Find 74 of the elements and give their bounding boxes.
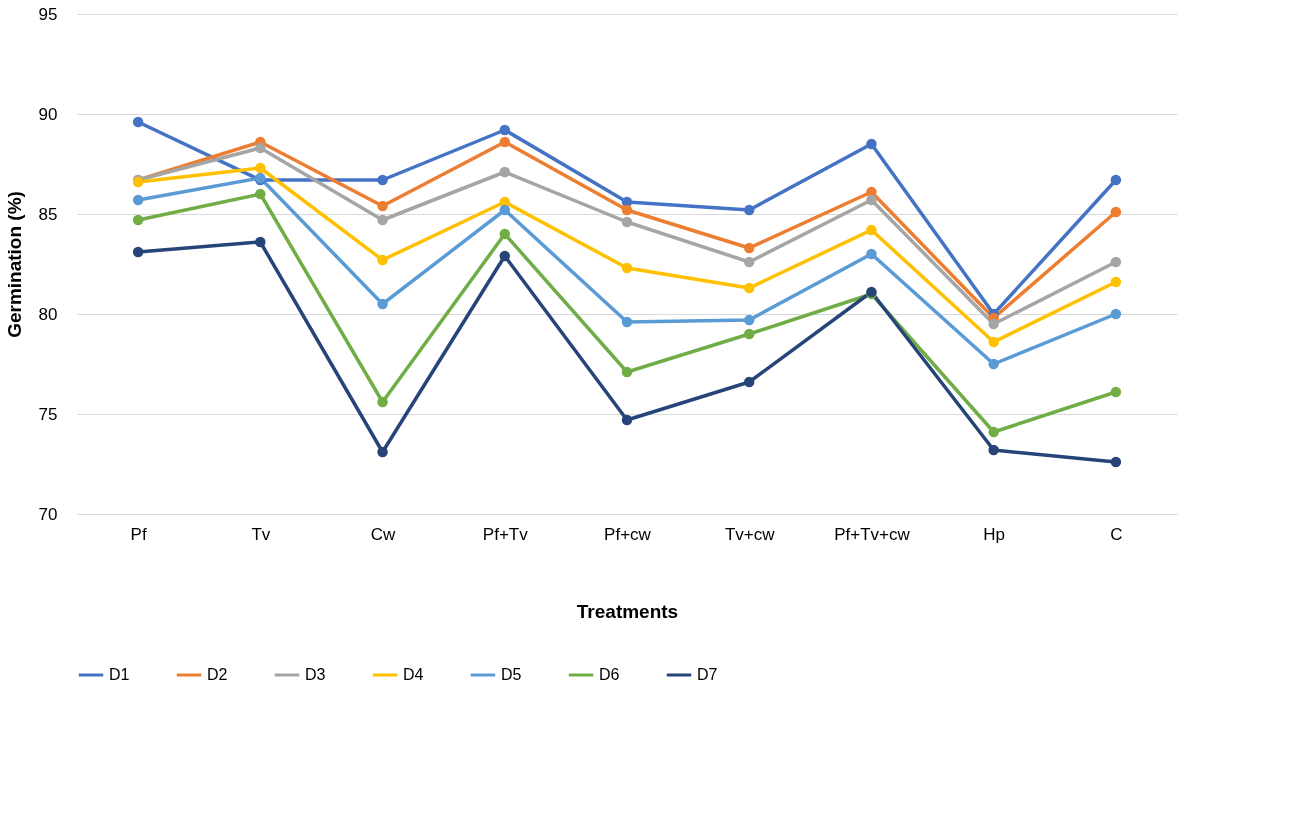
point [866,224,877,236]
point [621,316,633,328]
point [1110,456,1122,468]
point [499,250,511,262]
point [743,256,755,268]
legend-label: D2 [207,666,228,683]
point [743,204,755,216]
point [743,314,755,326]
point [377,174,388,186]
legend-label: D4 [403,666,424,683]
point [1110,276,1122,288]
point [255,188,266,200]
point [377,298,388,310]
point [621,262,633,274]
point [499,166,511,178]
point [866,138,877,150]
point [621,414,633,426]
y-tick-label: 90 [38,104,58,124]
point [499,124,511,136]
point [621,204,633,216]
y-tick-label: 85 [38,204,58,224]
x-tick-label: C [1110,524,1123,544]
x-tick-label: Tv+cw [724,524,776,544]
point [377,214,388,226]
y-tick-label: 75 [38,404,58,424]
point [743,242,755,254]
point [988,336,999,348]
legend-label: D1 [109,666,130,683]
point [988,318,999,330]
point [377,254,388,266]
point [1110,256,1122,268]
legend-label: D6 [599,666,620,683]
y-tick-label: 95 [38,4,58,24]
y-tick-label: 80 [38,304,58,324]
x-tick-label: Pf [130,524,147,544]
point [132,116,144,128]
point [743,328,755,340]
y-tick-label: 70 [38,504,58,524]
point [132,194,144,206]
point [377,396,388,408]
point [988,358,999,370]
point [255,142,266,154]
point [743,282,755,294]
x-tick-label: Pf+cw [604,524,652,544]
point [499,204,511,216]
y-axis-title: Germination (%) [3,191,25,338]
point [132,246,144,258]
point [377,200,388,212]
point [988,444,999,456]
x-tick-label: Cw [370,524,397,544]
point [377,446,388,458]
point [1110,308,1122,320]
point [866,248,877,260]
legend-label: D3 [305,666,326,683]
point [499,136,511,148]
legend-label: D7 [697,666,718,683]
point [1110,386,1122,398]
point [132,214,144,226]
x-axis-title: Treatments [576,600,679,622]
x-tick-label: Hp [983,524,1006,544]
point [621,366,633,378]
point [621,216,633,228]
x-tick-label: Pf+Tv+cw [834,524,911,544]
point [1110,174,1122,186]
point [988,426,999,438]
point [743,376,755,388]
x-tick-label: Pf+Tv [482,524,529,544]
point [255,236,266,248]
point [866,194,877,206]
point [255,162,266,174]
x-tick-label: Tv [251,524,271,544]
point [1110,206,1122,218]
point [499,228,511,240]
legend-label: D5 [501,666,522,683]
